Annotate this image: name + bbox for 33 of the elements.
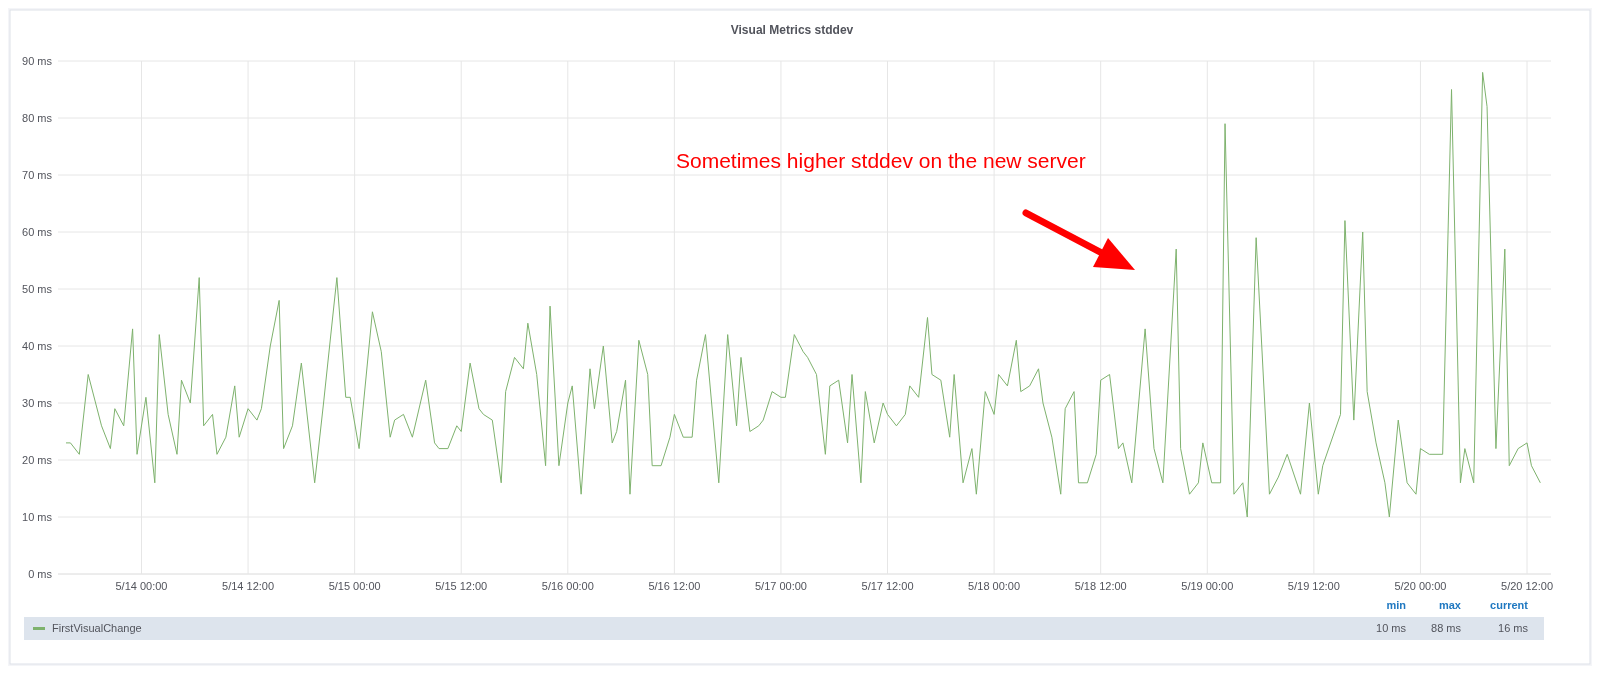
text: 88 ms	[1431, 622, 1462, 634]
x-tick-label: 5/15 12:00	[435, 580, 488, 592]
x-tick-label: 5/14 12:00	[222, 580, 275, 592]
y-tick-label: 10 ms	[22, 510, 53, 523]
x-tick-label: 5/19 00:00	[1181, 580, 1234, 592]
text: min	[1386, 599, 1407, 611]
x-tick-label: 5/18 00:00	[968, 580, 1021, 592]
x-tick-label: 5/17 12:00	[861, 580, 914, 592]
y-tick-label: 50 ms	[22, 282, 53, 295]
x-tick-label: 5/20 12:00	[1501, 580, 1554, 592]
text: 10 ms	[1376, 622, 1407, 634]
x-tick-label: 5/14 00:00	[115, 580, 168, 592]
y-tick-label: 30 ms	[22, 396, 53, 409]
y-tick-label: 0 ms	[28, 567, 53, 580]
legend-label: FirstVisualChange	[52, 622, 142, 634]
chart-title: Visual Metrics stddev	[730, 23, 854, 37]
x-tick-label: 5/17 00:00	[754, 580, 807, 592]
x-tick-label: 5/16 00:00	[541, 580, 594, 592]
annotation: Sometimes higher stddev on the new server	[676, 149, 1086, 172]
y-tick-label: 90 ms	[22, 54, 53, 67]
y-tick-label: 20 ms	[22, 453, 53, 466]
y-tick-label: 60 ms	[22, 225, 53, 238]
text: current	[1490, 599, 1529, 611]
x-tick-label: 5/20 00:00	[1394, 580, 1447, 592]
y-tick-label: 40 ms	[22, 339, 53, 352]
y-tick-label: 80 ms	[22, 111, 53, 124]
text: max	[1438, 599, 1462, 611]
y-tick-label: 70 ms	[22, 168, 53, 181]
x-tick-label: 5/19 12:00	[1287, 580, 1340, 592]
text: 16 ms	[1498, 622, 1529, 634]
x-tick-label: 5/18 12:00	[1074, 580, 1127, 592]
x-tick-label: 5/16 12:00	[648, 580, 701, 592]
x-tick-label: 5/15 00:00	[328, 580, 381, 592]
